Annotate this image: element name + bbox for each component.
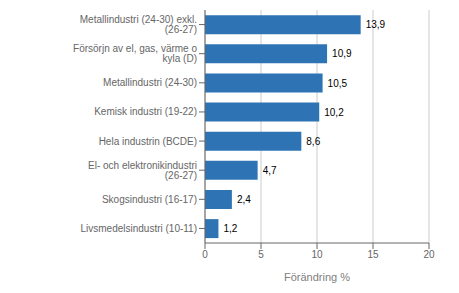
svg-text:Kemisk industri (19-22): Kemisk industri (19-22) [94, 106, 197, 117]
svg-text:20: 20 [423, 249, 435, 260]
svg-text:El- och elektronikindustri(26-: El- och elektronikindustri(26-27) [88, 160, 197, 181]
svg-text:8,6: 8,6 [306, 136, 320, 147]
svg-text:Livsmedelsindustri (10-11): Livsmedelsindustri (10-11) [80, 223, 197, 234]
svg-text:1,2: 1,2 [223, 223, 237, 234]
svg-text:2,4: 2,4 [237, 194, 251, 205]
svg-text:10,5: 10,5 [328, 78, 348, 89]
svg-text:13,9: 13,9 [366, 19, 386, 30]
svg-text:Förändring %: Förändring % [284, 271, 350, 283]
svg-text:10,9: 10,9 [332, 48, 352, 59]
svg-text:Metallindustri (24-30) exkl.(2: Metallindustri (24-30) exkl.(26-27) [80, 14, 197, 35]
svg-text:Hela industrin (BCDE): Hela industrin (BCDE) [99, 136, 197, 147]
svg-text:0: 0 [202, 249, 208, 260]
svg-text:Försörjn av el, gas, värme oky: Försörjn av el, gas, värme okyla (D) [73, 43, 197, 64]
svg-text:15: 15 [367, 249, 379, 260]
svg-text:10,2: 10,2 [324, 107, 344, 118]
svg-text:5: 5 [258, 249, 264, 260]
svg-text:4,7: 4,7 [263, 165, 277, 176]
svg-text:Metallindustri (24-30): Metallindustri (24-30) [103, 77, 197, 88]
svg-text:Skogsindustri (16-17): Skogsindustri (16-17) [102, 194, 197, 205]
svg-text:10: 10 [311, 249, 323, 260]
